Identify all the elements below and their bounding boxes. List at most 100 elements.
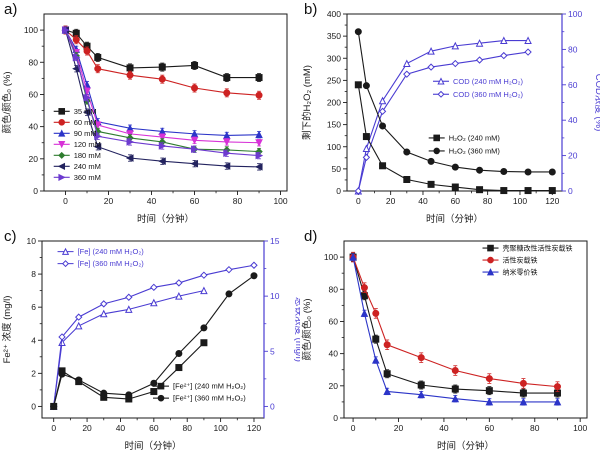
svg-text:20: 20 — [29, 154, 39, 164]
svg-text:4: 4 — [31, 335, 36, 345]
svg-text:80: 80 — [483, 196, 493, 206]
svg-text:35 mM: 35 mM — [74, 107, 97, 116]
svg-text:总铁浓度 (mg/l): 总铁浓度 (mg/l) — [293, 297, 300, 362]
svg-text:5: 5 — [270, 346, 275, 356]
svg-text:80: 80 — [568, 44, 578, 54]
svg-text:60: 60 — [149, 423, 159, 433]
svg-text:120: 120 — [247, 423, 261, 433]
svg-text:40: 40 — [439, 423, 449, 433]
svg-text:Fe²⁺ 浓度 (mg/l): Fe²⁺ 浓度 (mg/l) — [1, 296, 13, 364]
svg-text:60: 60 — [485, 423, 495, 433]
panel-label-d: d) — [304, 228, 318, 245]
svg-text:纳米零价铁: 纳米零价铁 — [503, 268, 538, 277]
svg-text:200: 200 — [327, 98, 341, 108]
svg-text:6: 6 — [31, 302, 36, 312]
svg-text:120 mM: 120 mM — [74, 140, 101, 149]
svg-text:60: 60 — [568, 80, 578, 90]
svg-text:COD (240 mM H₂O₂): COD (240 mM H₂O₂) — [453, 77, 523, 86]
svg-text:400: 400 — [327, 9, 341, 19]
svg-text:0: 0 — [33, 186, 38, 196]
svg-text:20: 20 — [394, 423, 404, 433]
svg-text:[Fe²⁺] (240 mM H₂O₂): [Fe²⁺] (240 mM H₂O₂) — [173, 382, 246, 391]
svg-text:剩下的H₂O₂ (mM): 剩下的H₂O₂ (mM) — [301, 65, 313, 140]
svg-text:颜色/颜色₀ (%): 颜色/颜色₀ (%) — [1, 72, 13, 134]
svg-text:2: 2 — [31, 368, 36, 378]
svg-text:0: 0 — [31, 401, 36, 411]
svg-text:60: 60 — [329, 316, 339, 326]
svg-text:颜色/颜色₀ (%): 颜色/颜色₀ (%) — [301, 299, 313, 361]
svg-text:240 mM: 240 mM — [74, 162, 101, 171]
svg-text:80: 80 — [329, 284, 339, 294]
svg-text:时间（分钟）: 时间（分钟） — [437, 440, 494, 452]
svg-text:300: 300 — [327, 53, 341, 63]
svg-text:0: 0 — [351, 423, 356, 433]
chart-d-canvas: 0 20 40 60 80 100 0 20 40 60 80 100 时间（分钟） 颜色/颜色₀ (%)… — [300, 227, 600, 454]
svg-text:10: 10 — [27, 236, 37, 246]
svg-text:0: 0 — [568, 186, 573, 196]
svg-text:20: 20 — [104, 196, 114, 206]
svg-text:8: 8 — [31, 269, 36, 279]
svg-text:180 mM: 180 mM — [74, 151, 101, 160]
svg-text:40: 40 — [418, 196, 428, 206]
svg-text:40: 40 — [568, 115, 578, 125]
svg-text:100: 100 — [214, 423, 228, 433]
svg-text:50: 50 — [332, 164, 342, 174]
svg-text:15: 15 — [270, 236, 280, 246]
svg-text:100: 100 — [273, 196, 287, 206]
svg-text:活性炭载铁: 活性炭载铁 — [503, 256, 538, 265]
chart-a-canvas: 0 20 40 60 80 100 0 20 40 60 80 100 时间（分钟） 颜色/颜色₀ (%)… — [0, 0, 300, 227]
svg-text:20: 20 — [82, 423, 92, 433]
svg-text:60: 60 — [451, 196, 461, 206]
svg-text:80: 80 — [233, 196, 243, 206]
svg-text:40: 40 — [116, 423, 126, 433]
svg-text:20: 20 — [568, 151, 578, 161]
svg-text:0: 0 — [333, 413, 338, 423]
svg-text:COD (360 mM H₂O₂): COD (360 mM H₂O₂) — [453, 90, 523, 99]
svg-text:时间（分钟）: 时间（分钟） — [426, 213, 483, 225]
svg-text:40: 40 — [147, 196, 157, 206]
svg-text:[Fe²⁺] (360 mM H₂O₂): [Fe²⁺] (360 mM H₂O₂) — [173, 394, 246, 403]
panel-label-b: b) — [304, 1, 318, 18]
svg-text:0: 0 — [270, 401, 275, 411]
svg-text:10: 10 — [270, 291, 280, 301]
svg-text:H₂O₂ (360 mM): H₂O₂ (360 mM) — [449, 147, 501, 156]
svg-text:20: 20 — [386, 196, 396, 206]
subplot-a-decolorization-vs-h2o2-dose: a) 0 20 40 60 80 100 0 20 40 60 80 100 时间（分钟） 颜色/颜色₀ … — [0, 0, 300, 227]
svg-text:80: 80 — [29, 57, 39, 67]
svg-text:时间（分钟）: 时间（分钟） — [137, 213, 194, 225]
svg-text:100: 100 — [324, 252, 338, 262]
panel-label-a: a) — [4, 1, 18, 18]
svg-text:壳聚糖改性活性炭载铁: 壳聚糖改性活性炭载铁 — [503, 244, 573, 253]
svg-text:时间（分钟）: 时间（分钟） — [124, 440, 181, 452]
svg-text:80: 80 — [530, 423, 540, 433]
subplot-c-iron-concentrations: c) 0 20 40 60 80 100 120 0 2 4 6 8 10 0 5 10 15 时间（分钟） Fe²… — [0, 227, 300, 455]
svg-text:[Fe] (360 mM H₂O₂): [Fe] (360 mM H₂O₂) — [78, 259, 145, 268]
svg-text:150: 150 — [327, 120, 341, 130]
svg-text:60: 60 — [190, 196, 200, 206]
svg-text:80: 80 — [182, 423, 192, 433]
svg-text:H₂O₂ (240 mM): H₂O₂ (240 mM) — [449, 134, 501, 143]
svg-text:0: 0 — [51, 423, 56, 433]
svg-text:250: 250 — [327, 75, 341, 85]
svg-text:20: 20 — [329, 381, 339, 391]
svg-text:120: 120 — [545, 196, 559, 206]
svg-text:100: 100 — [24, 25, 38, 35]
svg-text:60 mM: 60 mM — [74, 118, 97, 127]
svg-text:90 mM: 90 mM — [74, 129, 97, 138]
svg-text:100: 100 — [327, 142, 341, 152]
svg-text:0: 0 — [356, 196, 361, 206]
svg-text:100: 100 — [573, 423, 587, 433]
panel-label-c: c) — [4, 228, 17, 245]
svg-text:[Fe] (240 mM H₂O₂): [Fe] (240 mM H₂O₂) — [78, 247, 145, 256]
subplot-d-catalyst-comparison: d) 0 20 40 60 80 100 0 20 40 60 80 100 时间（分钟） 颜色/颜色₀ … — [300, 227, 600, 455]
chart-b-canvas: 0 20 40 60 80 100 120 0 50 100 150 200 250 300 350 400 0… — [300, 0, 600, 227]
svg-text:40: 40 — [29, 122, 39, 132]
subplot-b-h2o2-residual-and-cod: b) 0 20 40 60 80 100 120 0 50 100 150 200 250 300 350 4… — [300, 0, 600, 227]
svg-text:350: 350 — [327, 31, 341, 41]
svg-text:COD浓度 (%): COD浓度 (%) — [593, 74, 600, 132]
svg-text:0: 0 — [63, 196, 68, 206]
svg-text:40: 40 — [329, 349, 339, 359]
svg-text:100: 100 — [568, 9, 582, 19]
